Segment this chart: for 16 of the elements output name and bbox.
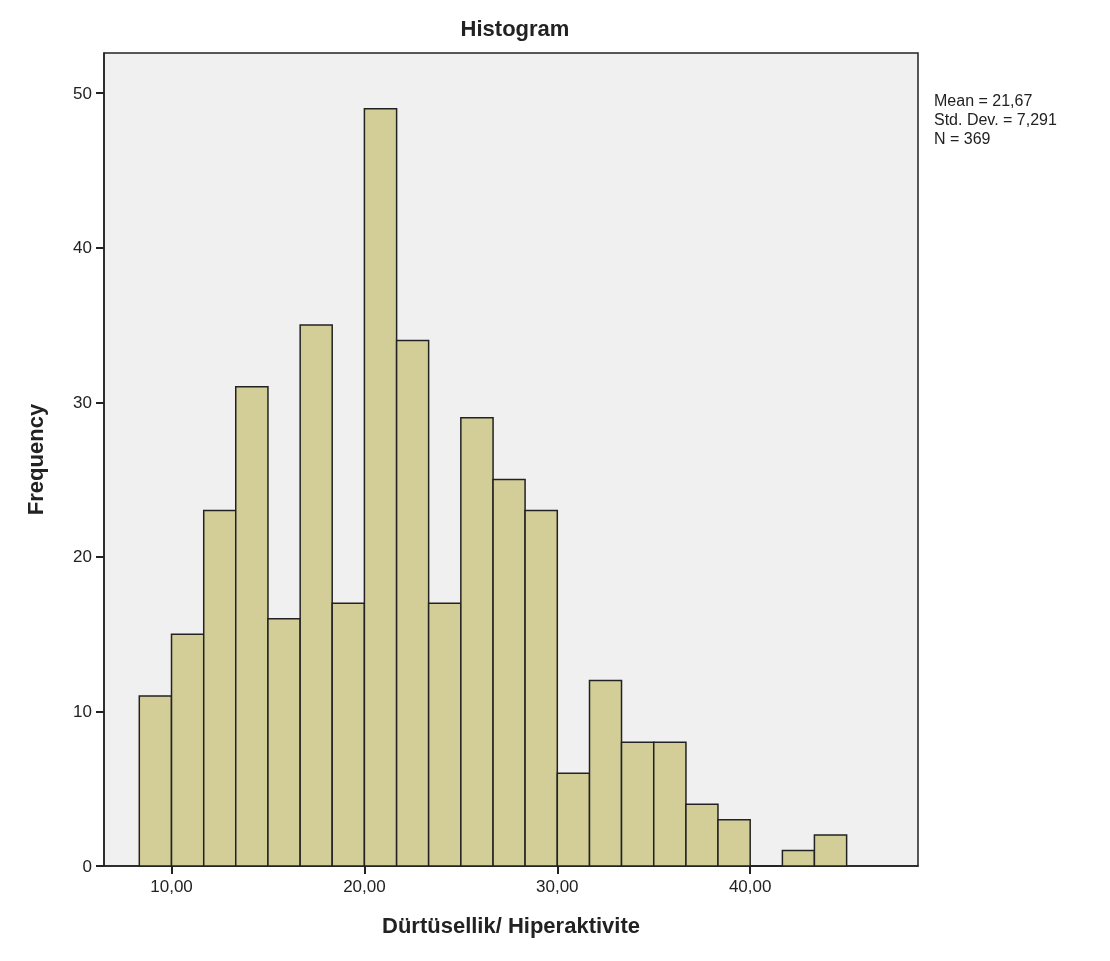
y-tick-label: 40: [73, 238, 92, 258]
x-tick-label: 40,00: [728, 877, 772, 896]
text: N = 369: [934, 129, 991, 147]
x-tick-label: 20,00: [343, 877, 386, 896]
y-axis-title: Frequency: [22, 403, 48, 516]
y-tick-label: 10: [73, 701, 92, 721]
text: Mean = 21,67: [934, 91, 1033, 109]
y-tick-label: 50: [73, 83, 92, 103]
chart-title: Histogram: [460, 15, 570, 41]
y-tick-label: 30: [73, 392, 92, 412]
x-tick-label: 30,00: [536, 877, 579, 896]
x-axis-title: Dürtüsellik/ Hiperaktivite: [382, 912, 640, 938]
text: Std. Dev. = 7,291: [934, 110, 1057, 128]
y-tick-label: 20: [73, 547, 92, 567]
y-tick-label: 0: [82, 856, 92, 876]
x-tick-label: 10,00: [150, 877, 193, 896]
